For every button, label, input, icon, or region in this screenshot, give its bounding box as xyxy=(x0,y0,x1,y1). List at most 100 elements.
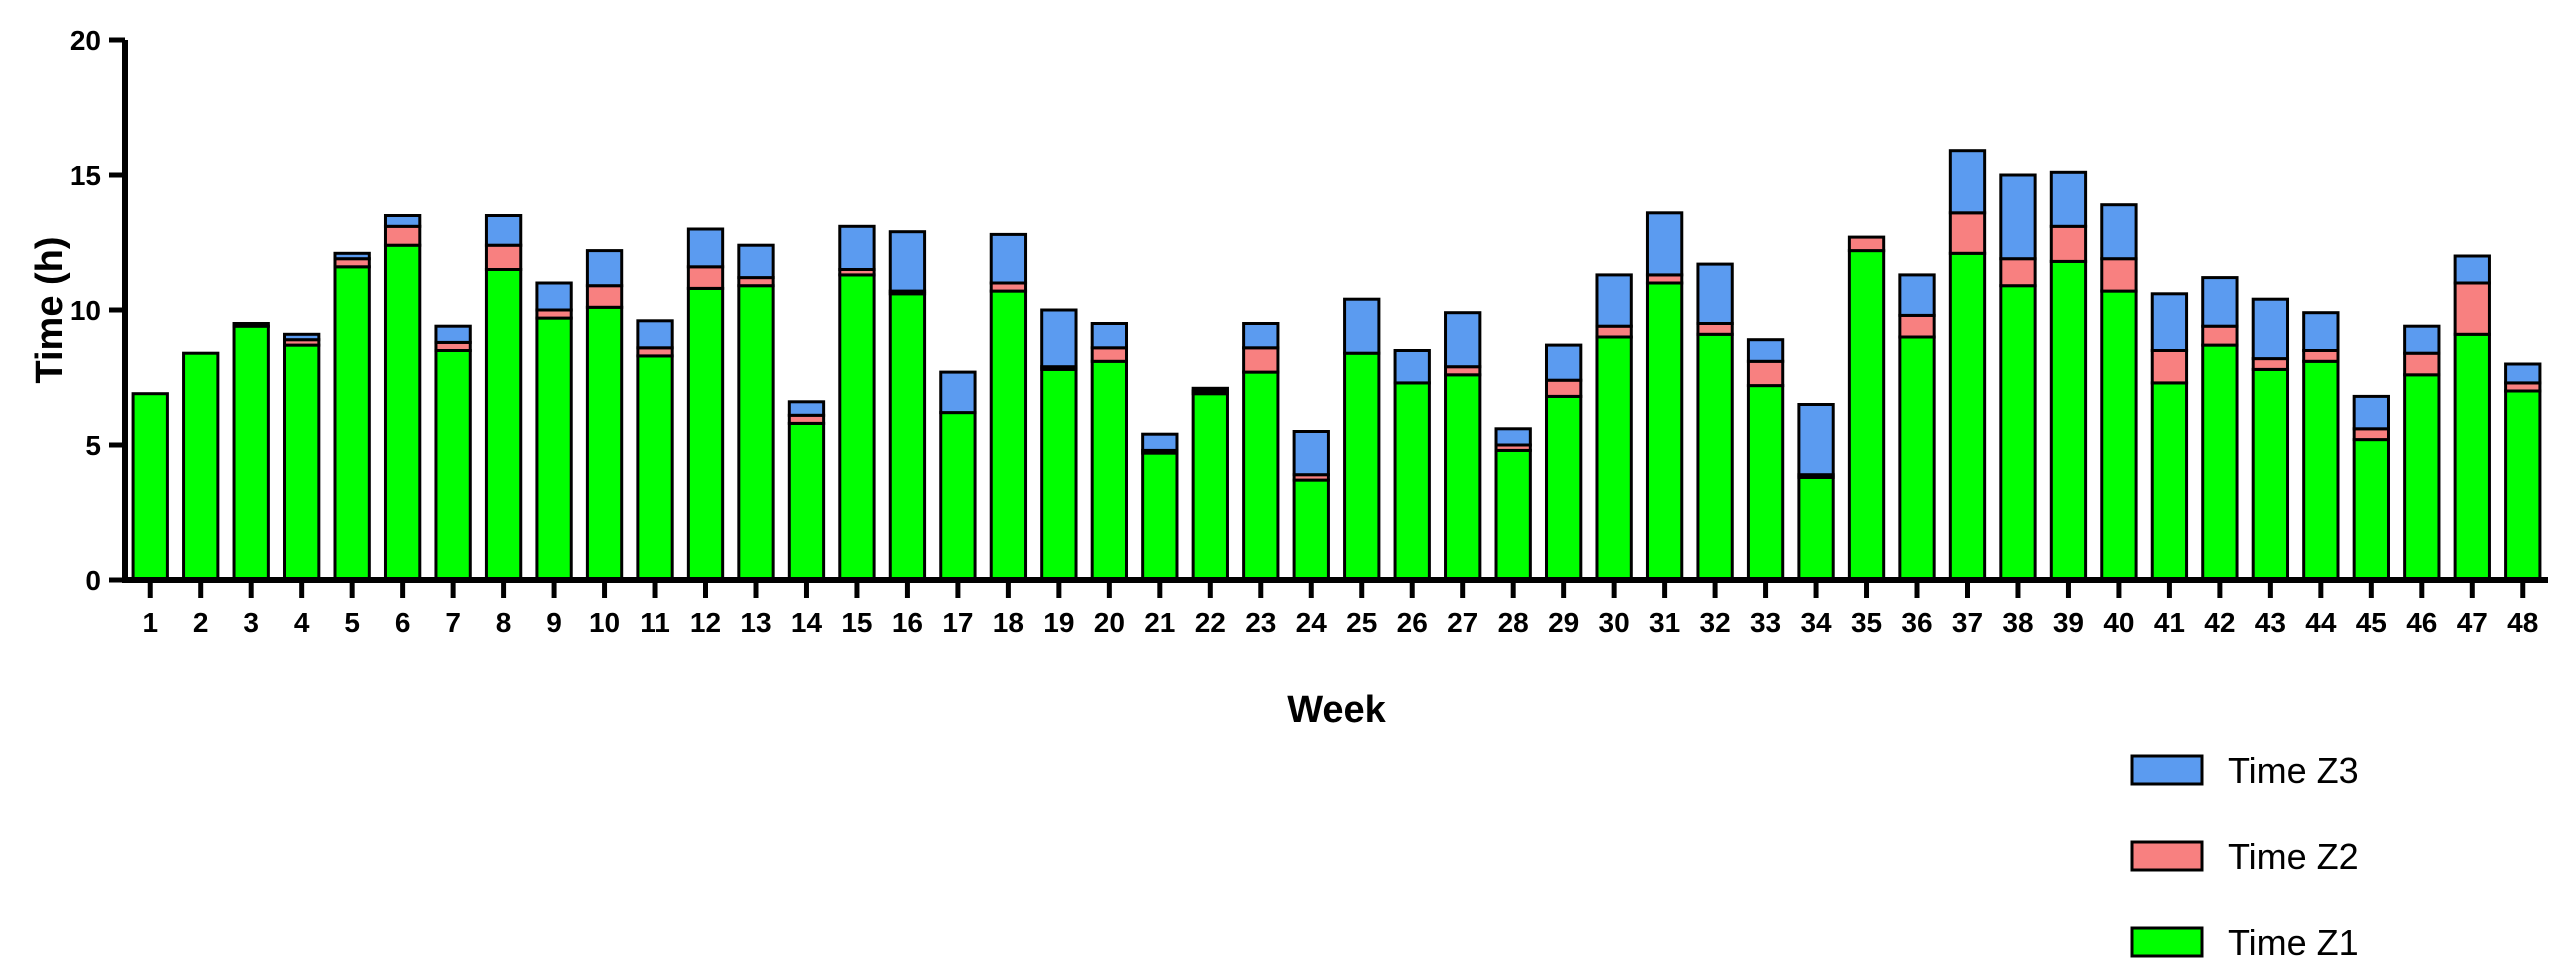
bar-time-z3-week-44 xyxy=(2302,311,2340,353)
legend-label: Time Z3 xyxy=(2228,750,2359,791)
y-axis-title: Time (h) xyxy=(29,236,71,383)
bar-time-z3-week-10 xyxy=(585,249,624,288)
x-tick-label: 38 xyxy=(2002,607,2033,638)
bar-time-z3-week-28 xyxy=(1494,427,1532,447)
bar-time-z3-week-34 xyxy=(1797,403,1835,477)
bar-time-z1-week-2 xyxy=(182,351,220,582)
bar-time-z1-week-6 xyxy=(383,243,422,582)
bar-time-z1-week-16 xyxy=(888,292,927,582)
bar-time-z2-week-42 xyxy=(2201,324,2239,347)
x-tick-label: 45 xyxy=(2356,607,2387,638)
x-tick-label: 33 xyxy=(1750,607,1781,638)
bar-time-z1-week-25 xyxy=(1343,351,1381,582)
x-tick-label: 43 xyxy=(2255,607,2286,638)
x-tick-label: 27 xyxy=(1447,607,1478,638)
bar-time-z1-week-42 xyxy=(2201,343,2239,582)
bar-time-z2-week-35 xyxy=(1847,235,1886,253)
x-tick-label: 7 xyxy=(445,607,461,638)
x-tick-label: 11 xyxy=(640,607,670,638)
bar-time-z2-week-10 xyxy=(585,284,624,309)
legend: Time Z3 Time Z2 Time Z1 xyxy=(2130,750,2359,963)
x-tick-label: 44 xyxy=(2305,607,2337,638)
x-tick-label: 1 xyxy=(142,607,158,638)
x-tick-label: 23 xyxy=(1245,607,1276,638)
bar-time-z1-week-47 xyxy=(2453,332,2491,582)
bar-time-z3-week-27 xyxy=(1444,311,1482,369)
bar-time-z3-week-18 xyxy=(989,232,1028,285)
x-tick-label: 40 xyxy=(2103,607,2134,638)
bar-time-z1-week-9 xyxy=(535,316,573,582)
bar-time-z1-week-38 xyxy=(1999,284,2037,582)
bar-time-z1-week-32 xyxy=(1696,332,1734,582)
bar-time-z3-week-21 xyxy=(1141,432,1179,452)
legend-label: Time Z2 xyxy=(2228,836,2359,877)
legend-swatch xyxy=(2130,926,2204,958)
bar-time-z1-week-3 xyxy=(232,324,270,582)
x-tick-label: 16 xyxy=(892,607,923,638)
bar-time-z3-week-26 xyxy=(1393,349,1431,385)
bar-time-z1-week-37 xyxy=(1948,251,1987,582)
x-tick-label: 20 xyxy=(1094,607,1125,638)
bar-time-z3-week-43 xyxy=(2251,297,2290,361)
bar-time-z3-week-29 xyxy=(1544,343,1583,382)
x-tick-label: 30 xyxy=(1599,607,1630,638)
x-tick-label: 37 xyxy=(1952,607,1983,638)
bar-time-z1-week-1 xyxy=(131,392,169,582)
bar-time-z3-week-39 xyxy=(2049,170,2088,228)
x-tick-label: 46 xyxy=(2406,607,2437,638)
bar-time-z1-week-20 xyxy=(1090,359,1129,582)
bar-time-z1-week-14 xyxy=(787,421,826,582)
bar-time-z1-week-17 xyxy=(939,411,977,582)
bar-time-z3-week-45 xyxy=(2352,394,2390,431)
bar-time-z3-week-24 xyxy=(1292,430,1330,477)
x-axis-title: Week xyxy=(1287,689,1386,731)
bar-time-z3-week-46 xyxy=(2403,324,2441,355)
bar-time-z1-week-28 xyxy=(1494,448,1532,582)
x-tick-label: 2 xyxy=(193,607,209,638)
bar-time-z2-week-43 xyxy=(2251,357,2290,371)
bar-time-z3-week-37 xyxy=(1948,149,1987,215)
y-tick-label: 10 xyxy=(70,295,101,326)
x-tick-label: 26 xyxy=(1397,607,1428,638)
bar-time-z1-week-10 xyxy=(585,305,624,582)
y-axis-ticks: 0 5 10 15 20 xyxy=(70,25,125,596)
bar-time-z3-week-47 xyxy=(2453,254,2491,285)
bar-time-z2-week-36 xyxy=(1898,313,1936,339)
bar-time-z3-week-25 xyxy=(1343,297,1381,355)
x-tick-label: 42 xyxy=(2204,607,2235,638)
bar-time-z3-week-4 xyxy=(283,332,321,342)
x-tick-label: 13 xyxy=(740,607,771,638)
legend-label: Time Z1 xyxy=(2228,922,2359,963)
x-tick-label: 6 xyxy=(395,607,411,638)
bar-time-z1-week-36 xyxy=(1898,335,1936,582)
bar-time-z1-week-18 xyxy=(989,289,1028,582)
bar-time-z2-week-32 xyxy=(1696,322,1734,336)
bar-time-z3-week-32 xyxy=(1696,262,1734,326)
bar-time-z2-week-38 xyxy=(1999,257,2037,288)
bar-time-z1-week-15 xyxy=(838,273,876,582)
y-tick-label: 5 xyxy=(85,430,101,461)
bar-time-z3-week-3 xyxy=(232,322,270,328)
bar-time-z3-week-8 xyxy=(484,214,523,247)
x-tick-label: 31 xyxy=(1649,607,1680,638)
bar-time-z3-week-13 xyxy=(737,243,775,280)
bar-time-z1-week-44 xyxy=(2302,359,2340,582)
x-tick-label: 14 xyxy=(791,607,823,638)
bar-time-z3-week-17 xyxy=(939,370,977,415)
bar-time-z2-week-39 xyxy=(2049,224,2088,263)
bar-time-z1-week-8 xyxy=(484,268,523,582)
bar-time-z3-week-5 xyxy=(333,251,371,261)
bar-time-z3-week-23 xyxy=(1242,322,1280,350)
x-tick-label: 15 xyxy=(841,607,872,638)
bar-time-z1-week-4 xyxy=(283,343,321,582)
legend-swatch xyxy=(2130,754,2204,786)
bar-time-z2-week-45 xyxy=(2352,427,2390,442)
bar-time-z3-week-30 xyxy=(1595,273,1633,328)
x-tick-label: 19 xyxy=(1043,607,1074,638)
bar-time-z1-week-33 xyxy=(1746,384,1785,582)
bar-time-z3-week-9 xyxy=(535,281,573,312)
y-tick-label: 15 xyxy=(70,160,101,191)
y-tick-label: 0 xyxy=(85,565,101,596)
bar-time-z2-week-23 xyxy=(1242,346,1280,374)
